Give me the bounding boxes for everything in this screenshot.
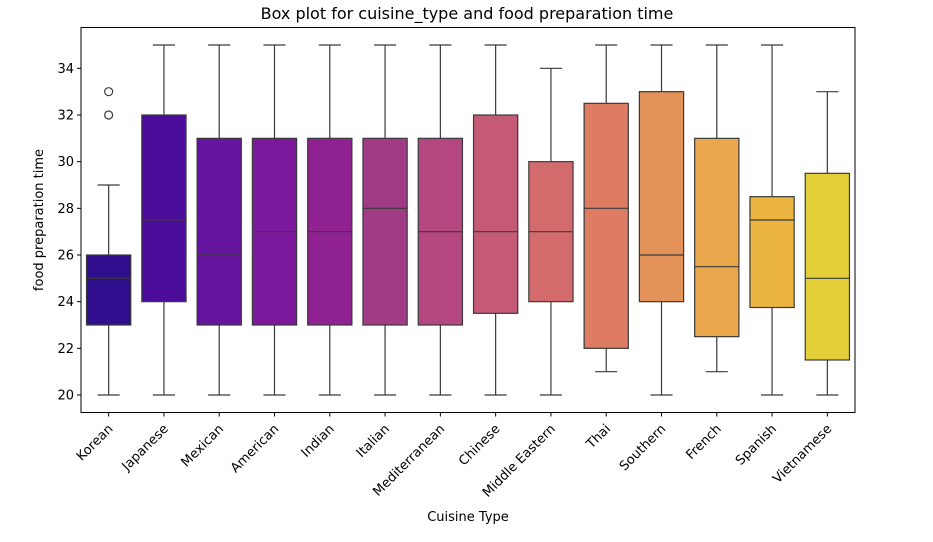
x-tick-label: American: [228, 422, 282, 476]
x-tick-label: Spanish: [733, 422, 780, 469]
x-tick-label: Chinese: [456, 422, 503, 469]
y-tick-label: 32: [57, 109, 74, 124]
box-spanish: [749, 196, 795, 309]
outlier-point: [104, 110, 114, 120]
x-tick-label: Thai: [583, 422, 614, 453]
x-tick-label: Korean: [74, 422, 116, 464]
y-tick-label: 34: [57, 62, 74, 77]
box-italian: [362, 137, 408, 326]
x-axis-label: Cuisine Type: [427, 510, 509, 525]
y-tick-label: 20: [57, 389, 74, 404]
x-tick-label: Indian: [299, 422, 338, 461]
y-tick-label: 26: [57, 249, 74, 264]
y-tick-label: 22: [57, 342, 74, 357]
plot-frame: [80, 27, 856, 413]
x-tick-label: Japanese: [119, 422, 172, 475]
y-tick-label: 24: [57, 295, 74, 310]
plot-area: 20 22 24 26 28 30 32 34 Korean Japanese Mexican Ame…: [57, 44, 851, 501]
y-tick-label: 28: [57, 202, 74, 217]
box-mexican: [196, 137, 242, 326]
y-tick-label: 30: [57, 155, 74, 170]
x-tick-label: Mexican: [178, 422, 227, 471]
x-tick-label: French: [683, 422, 724, 463]
box-french: [694, 137, 740, 338]
box-chinese: [472, 114, 519, 314]
outlier-point: [104, 87, 114, 97]
x-tick-label: Southern: [617, 422, 669, 474]
box-southern: [638, 91, 685, 303]
chart-title: Box plot for cuisine_type and food prepa…: [261, 4, 674, 24]
x-tick-label: Vietnamese: [770, 422, 835, 487]
box-vietnamese: [804, 172, 851, 361]
box-korean: [85, 254, 132, 326]
box-thai: [583, 102, 629, 349]
x-tick-label: Italian: [354, 422, 393, 461]
box-japanese: [141, 114, 187, 303]
y-axis-label: food preparation time: [32, 149, 47, 291]
